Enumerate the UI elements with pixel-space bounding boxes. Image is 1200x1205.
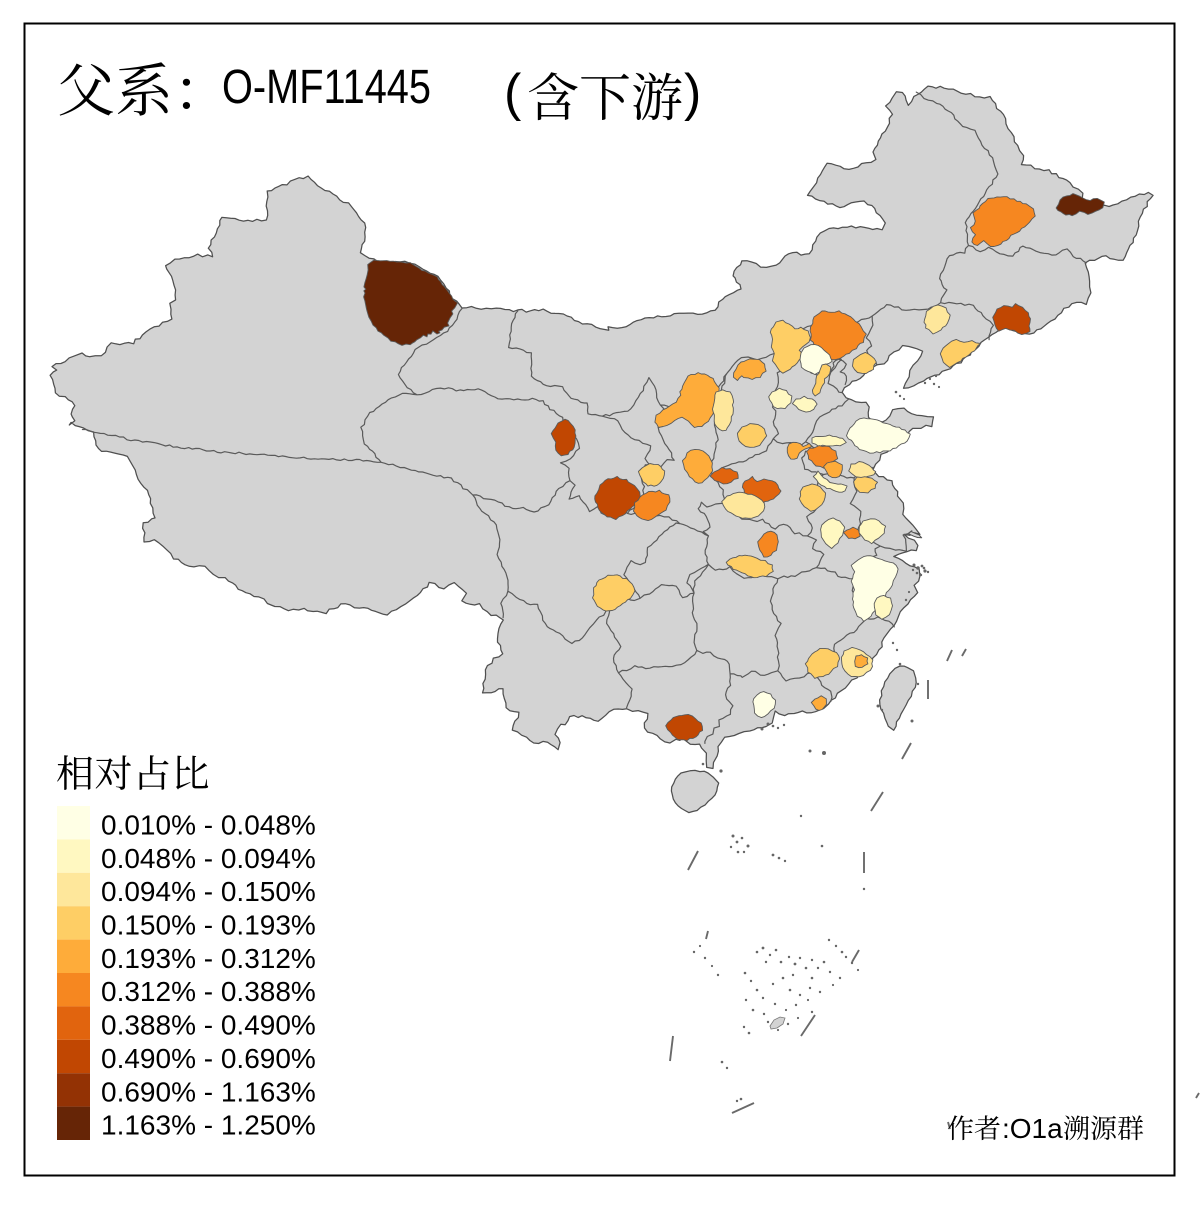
svg-text:(: (: [504, 64, 522, 122]
svg-text:0.388% - 0.490%: 0.388% - 0.490%: [101, 1010, 316, 1041]
svg-text:0.094% - 0.150%: 0.094% - 0.150%: [101, 876, 316, 907]
svg-text:): ): [684, 64, 701, 122]
svg-text:0.193% - 0.312%: 0.193% - 0.312%: [101, 943, 316, 974]
svg-text:0.490% - 0.690%: 0.490% - 0.690%: [101, 1043, 316, 1074]
svg-text::O1a: :O1a: [1002, 1113, 1063, 1144]
svg-text:0.690% - 1.163%: 0.690% - 1.163%: [101, 1076, 316, 1107]
svg-text:0.010% - 0.048%: 0.010% - 0.048%: [101, 810, 316, 841]
svg-text:0.150% - 0.193%: 0.150% - 0.193%: [101, 910, 316, 941]
svg-text:0.048% - 0.094%: 0.048% - 0.094%: [101, 843, 316, 874]
svg-text:1.163% - 1.250%: 1.163% - 1.250%: [101, 1110, 316, 1141]
svg-text:O-MF11445: O-MF11445: [222, 61, 431, 114]
svg-text:0.312% - 0.388%: 0.312% - 0.388%: [101, 976, 316, 1007]
